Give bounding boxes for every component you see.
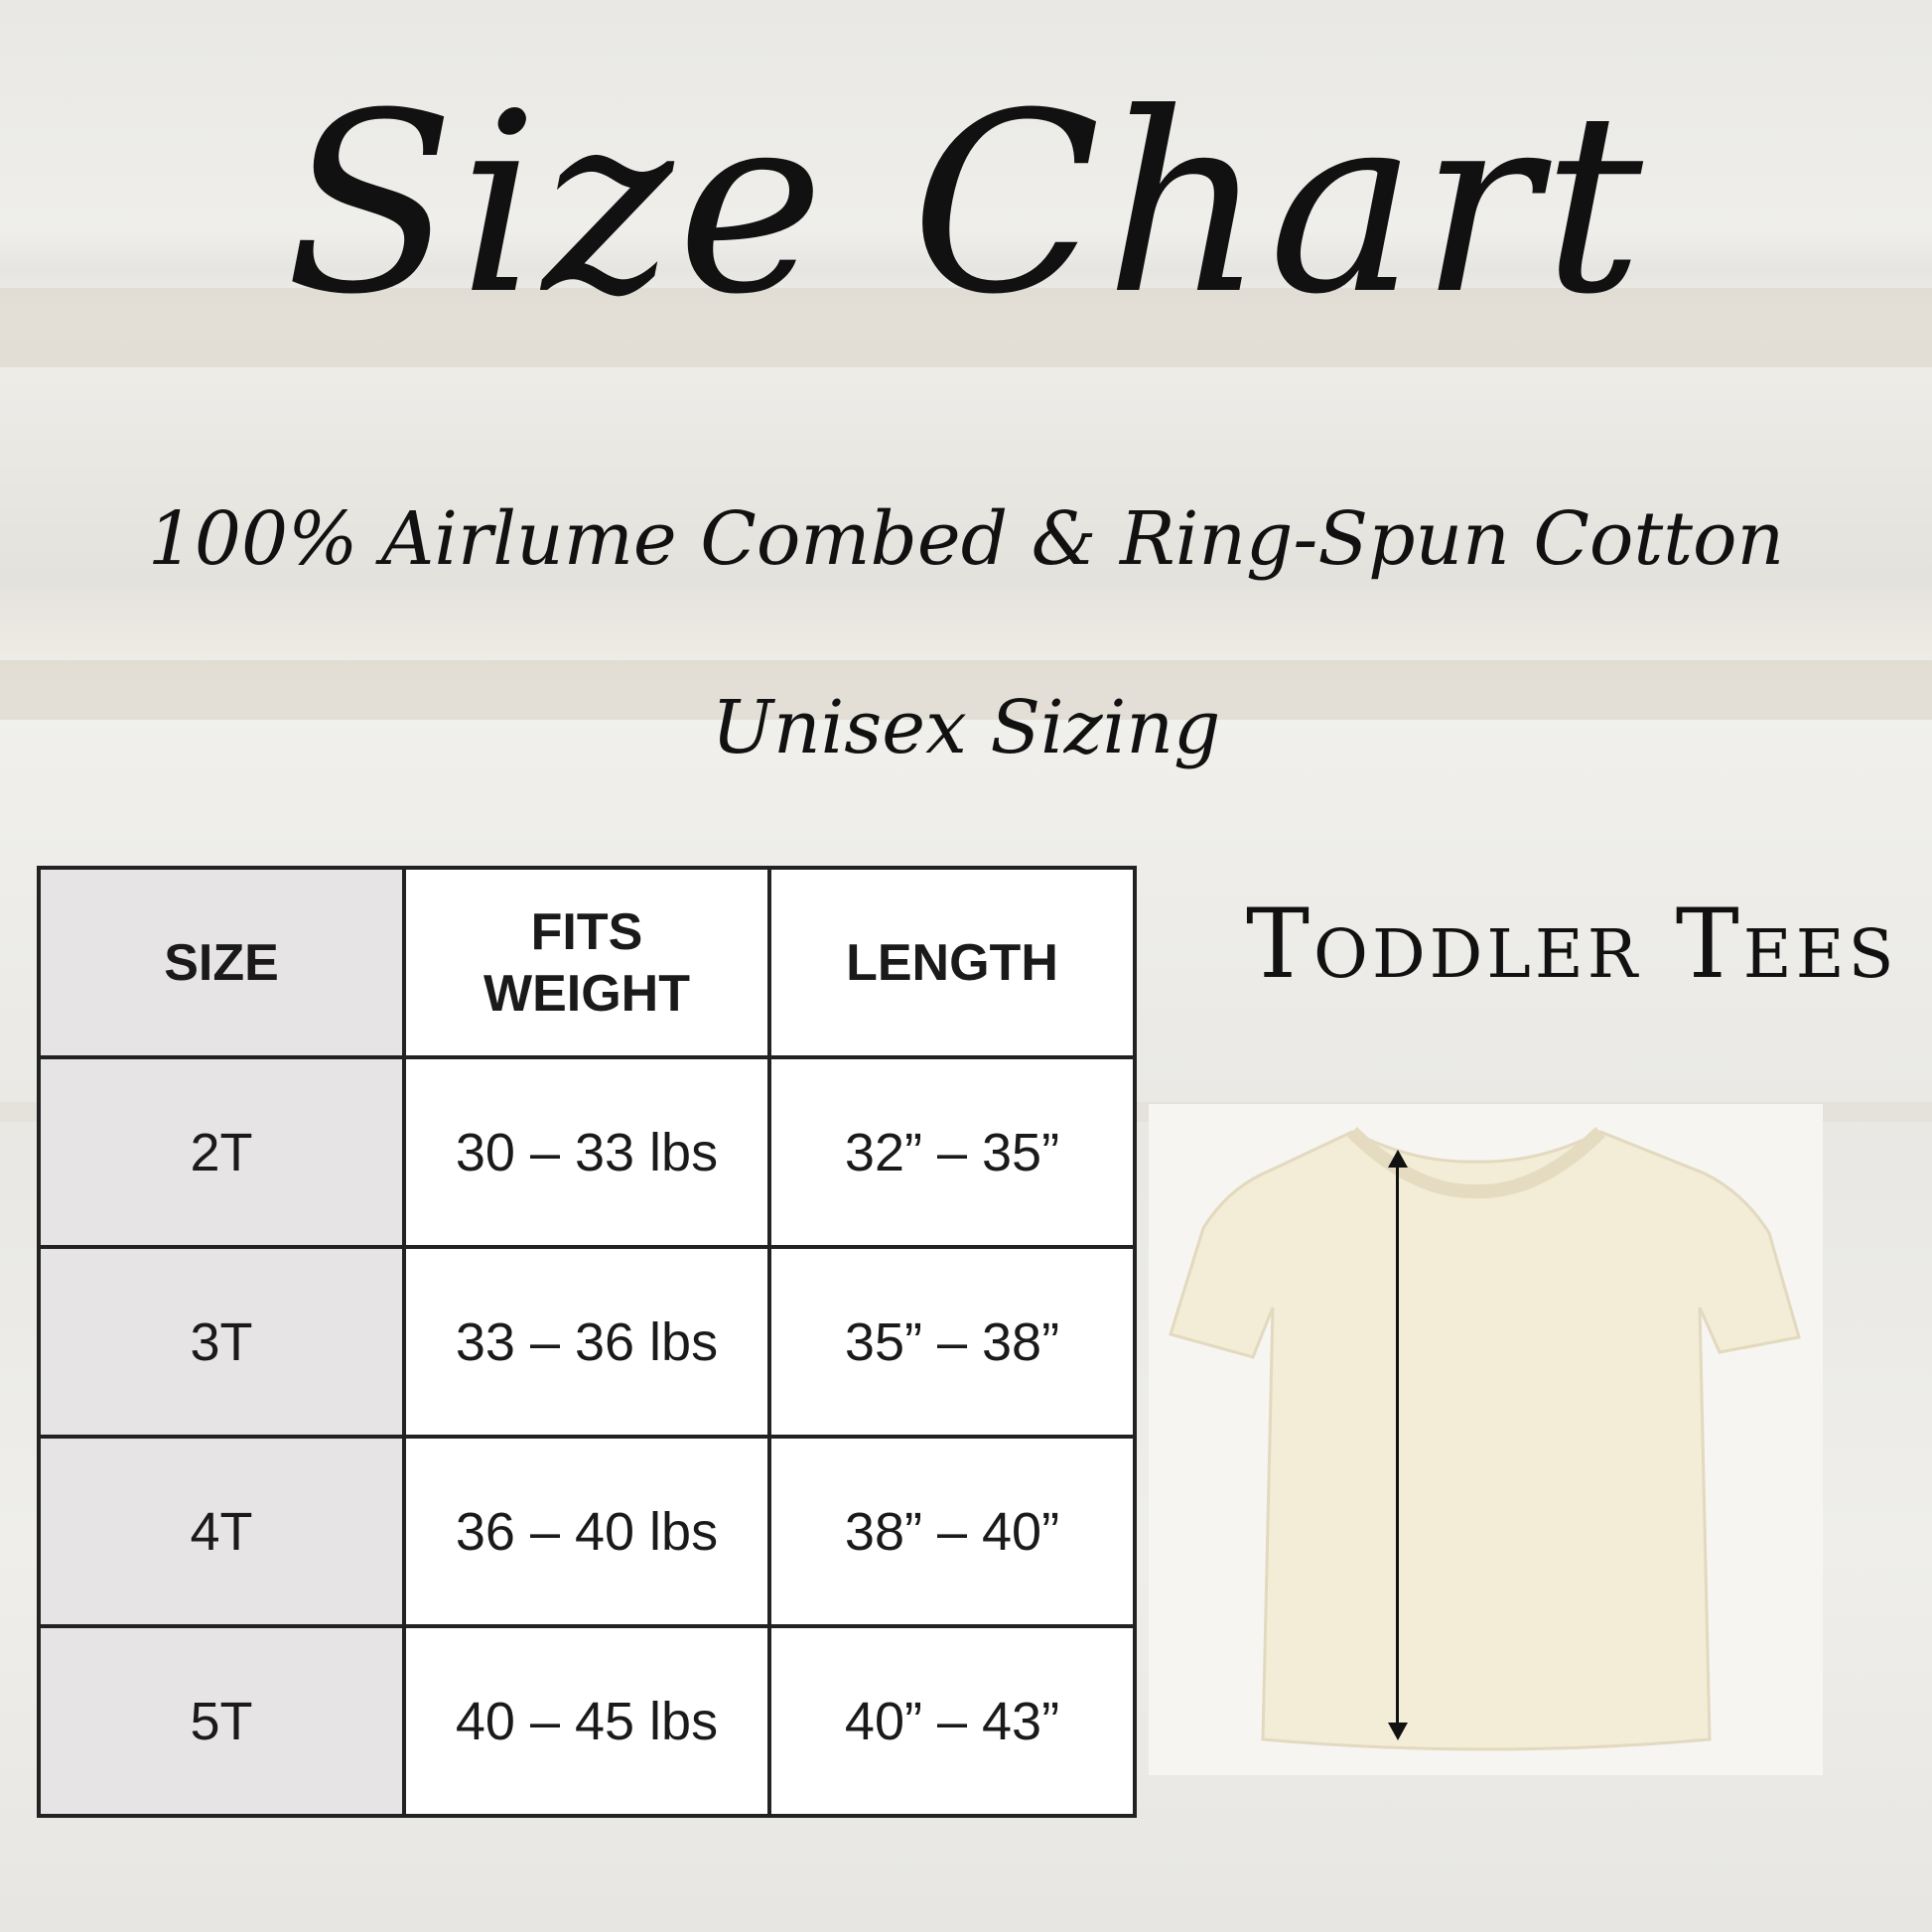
size-cell: 4T	[37, 1435, 406, 1628]
fabric-subtitle: 100% Airlume Combed & Ring-Spun Cotton	[147, 496, 1785, 582]
product-label: Toddler Tees	[1246, 889, 1898, 1000]
wood-plank-gap	[0, 660, 1932, 720]
table-row: 4T 36 – 40 lbs 38” – 40”	[37, 1435, 1137, 1628]
tshirt-icon	[1169, 1127, 1801, 1751]
arrow-head-bottom-icon	[1388, 1723, 1408, 1740]
page-title: Size Chart	[285, 60, 1647, 348]
wood-plank-gap	[0, 288, 1932, 367]
table-row: 3T 33 – 36 lbs 35” – 38”	[37, 1245, 1137, 1439]
tee-photo	[1149, 1104, 1823, 1775]
header-fits-weight-label: FITS WEIGHT	[483, 902, 690, 1023]
weight-cell: 30 – 33 lbs	[402, 1055, 771, 1249]
size-cell: 2T	[37, 1055, 406, 1249]
header-fits-weight: FITS WEIGHT	[402, 866, 771, 1059]
weight-cell: 40 – 45 lbs	[402, 1624, 771, 1818]
length-cell: 38” – 40”	[767, 1435, 1137, 1628]
size-table: SIZE FITS WEIGHT LENGTH 2T 30 – 33 lbs 3…	[37, 866, 1137, 1818]
length-cell: 40” – 43”	[767, 1624, 1137, 1818]
table-header-row: SIZE FITS WEIGHT LENGTH	[37, 866, 1137, 1059]
table-row: 2T 30 – 33 lbs 32” – 35”	[37, 1055, 1137, 1249]
weight-cell: 36 – 40 lbs	[402, 1435, 771, 1628]
length-arrow-icon	[1396, 1157, 1399, 1732]
sizing-note: Unisex Sizing	[711, 685, 1221, 770]
size-cell: 3T	[37, 1245, 406, 1439]
table-row: 5T 40 – 45 lbs 40” – 43”	[37, 1624, 1137, 1818]
header-size: SIZE	[37, 866, 406, 1059]
weight-cell: 33 – 36 lbs	[402, 1245, 771, 1439]
length-cell: 35” – 38”	[767, 1245, 1137, 1439]
length-cell: 32” – 35”	[767, 1055, 1137, 1249]
arrow-head-top-icon	[1388, 1150, 1408, 1168]
header-length: LENGTH	[767, 866, 1137, 1059]
size-cell: 5T	[37, 1624, 406, 1818]
